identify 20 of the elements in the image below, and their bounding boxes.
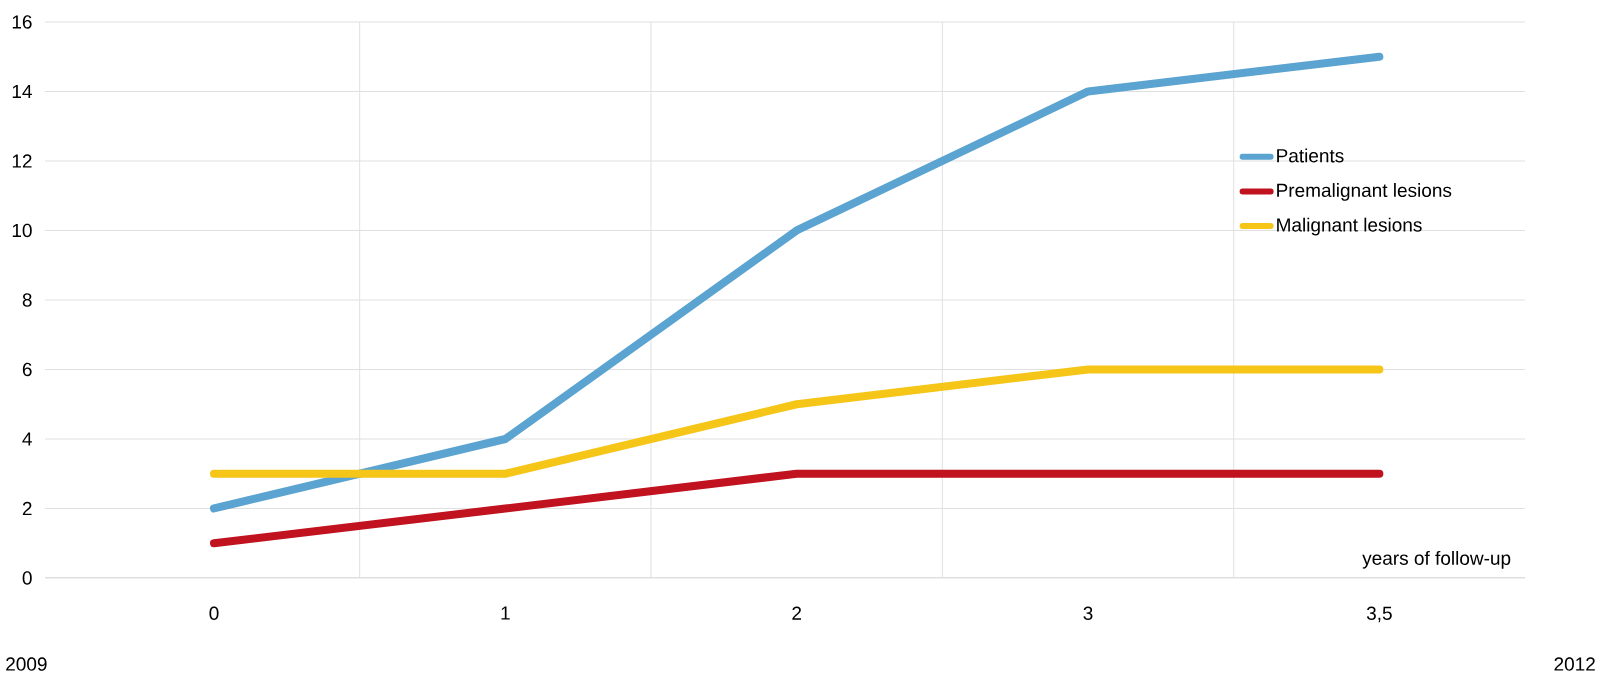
text: 2009 [6,657,47,671]
y-tick-label: 4 [22,432,32,446]
y-tick-label: 16 [12,15,32,29]
y-tick-label: 14 [12,84,32,99]
y-tick-label: 0 [22,571,32,585]
y-tick-label: 2 [22,501,32,516]
legend-label: Premalignant lesions [1277,183,1452,201]
y-tick-label: 10 [12,223,32,238]
x-tick-label: 1 [501,606,510,620]
x-axis-title: years of follow-up [1362,550,1511,569]
y-tick-label: 6 [22,362,32,377]
x-tick-label: 2 [792,606,802,620]
y-tick-label: 8 [22,293,32,307]
x-tick-label: 3 [1083,606,1093,620]
x-tick-label: 0 [209,606,219,620]
x-tick-label: 3,5 [1366,606,1392,623]
y-tick-label: 12 [12,154,32,168]
legend-label: Patients [1277,148,1344,163]
text: 2012 [1554,657,1595,671]
legend-label: Malignant lesions [1277,217,1422,236]
